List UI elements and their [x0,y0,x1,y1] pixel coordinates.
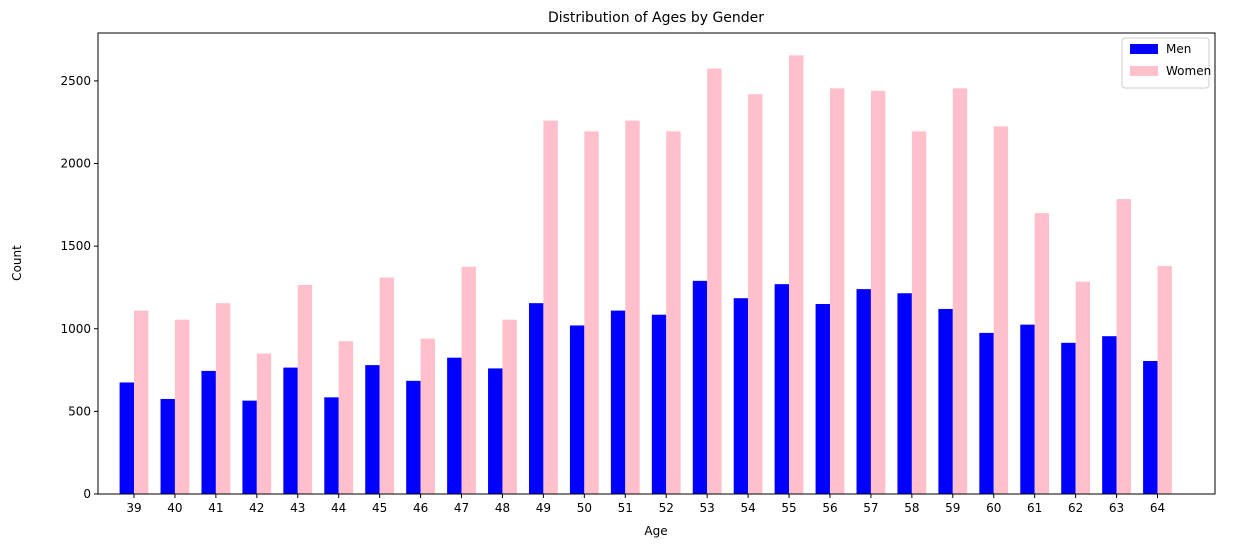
x-tick-label-51: 51 [618,501,633,515]
bar-women-55 [789,55,804,495]
x-tick-label-53: 53 [700,501,715,515]
x-tick-label-60: 60 [986,501,1001,515]
x-tick-label-61: 61 [1027,501,1042,515]
bar-women-47 [461,266,476,494]
bar-men-63 [1102,336,1117,494]
legend-label-women: Women [1166,64,1211,78]
bar-men-57 [856,289,871,494]
bar-women-54 [748,94,763,494]
y-tick-label-2500: 2500 [60,74,91,88]
bar-women-41 [215,303,231,494]
plot-frame [97,32,1216,495]
x-tick-label-63: 63 [1109,501,1124,515]
x-tick-label-41: 41 [208,501,223,515]
x-tick-label-49: 49 [536,501,551,515]
bar-men-61 [1020,324,1035,494]
bar-men-56 [815,303,830,494]
bar-women-45 [379,277,395,494]
bar-women-52 [666,131,681,494]
x-tick-label-59: 59 [945,501,960,515]
bar-women-64 [1157,265,1172,494]
bar-men-55 [774,284,790,494]
bar-women-43 [297,284,313,494]
bar-men-45 [365,365,380,494]
bar-women-62 [1075,281,1091,494]
x-tick-label-48: 48 [495,501,510,515]
chart-title: Distribution of Ages by Gender [548,10,764,26]
bar-men-47 [447,357,462,494]
bars-group [119,55,1172,495]
bar-women-63 [1116,199,1131,494]
x-tick-label-42: 42 [249,501,264,515]
legend-swatch-men [1130,44,1158,54]
bar-men-50 [569,325,585,494]
x-axis: 39 40 41 42 43 44 45 46 47 48 49 50 51 52 53 54 55 56 57 58… [126,494,1165,515]
bar-women-50 [584,131,599,494]
bar-men-46 [406,380,421,494]
bar-women-60 [993,126,1009,495]
x-tick-label-43: 43 [290,501,305,515]
x-tick-label-47: 47 [454,501,469,515]
x-tick-label-44: 44 [331,501,346,515]
bar-women-61 [1034,213,1050,494]
y-tick-label-2000: 2000 [60,157,91,171]
bar-women-49 [543,120,558,494]
bar-men-40 [160,398,175,494]
bar-men-41 [201,370,216,494]
bar-men-52 [651,314,667,494]
y-tick-label-1500: 1500 [60,239,91,253]
y-axis-title: Count [10,245,24,281]
x-tick-label-50: 50 [577,501,592,515]
x-tick-label-45: 45 [372,501,387,515]
bar-women-46 [420,338,435,494]
bar-women-51 [625,120,640,494]
bar-men-51 [610,310,626,494]
x-tick-label-56: 56 [822,501,837,515]
legend-label-men: Men [1166,42,1191,56]
x-tick-label-62: 62 [1068,501,1083,515]
x-tick-label-58: 58 [904,501,919,515]
bar-men-62 [1061,342,1076,494]
bar-men-53 [692,280,708,494]
bar-women-42 [256,353,272,494]
legend-swatch-women [1130,66,1158,76]
bar-women-56 [829,88,845,494]
bar-women-40 [174,319,190,494]
x-tick-label-57: 57 [863,501,878,515]
x-axis-title: Age [644,524,667,538]
x-tick-label-64: 64 [1150,501,1165,515]
x-tick-label-39: 39 [126,501,141,515]
x-tick-label-55: 55 [781,501,796,515]
bar-men-54 [733,298,749,494]
bar-men-43 [283,367,298,494]
y-tick-label-500: 500 [68,404,91,418]
bar-women-44 [338,341,354,494]
x-tick-label-52: 52 [659,501,674,515]
bar-men-60 [979,332,994,494]
bar-women-58 [911,131,927,494]
bar-women-59 [952,88,968,494]
y-axis: 0 500 1000 1500 2000 2500 [60,74,98,501]
x-tick-label-40: 40 [167,501,182,515]
bar-men-59 [938,308,953,494]
bar-men-64 [1143,360,1158,494]
x-tick-label-54: 54 [740,501,755,515]
legend: Men Women [1121,37,1211,89]
x-tick-label-46: 46 [413,501,428,515]
bar-men-48 [488,368,503,494]
bar-men-58 [897,293,912,494]
bar-women-39 [134,310,149,494]
y-tick-label-1000: 1000 [60,322,91,336]
bar-men-42 [242,400,257,494]
bar-women-57 [870,90,886,494]
bar-women-53 [707,68,722,494]
bar-men-49 [529,303,544,494]
bar-men-44 [324,397,339,494]
y-tick-label-0: 0 [83,487,91,501]
bar-men-39 [119,382,134,494]
bar-women-48 [502,319,517,494]
